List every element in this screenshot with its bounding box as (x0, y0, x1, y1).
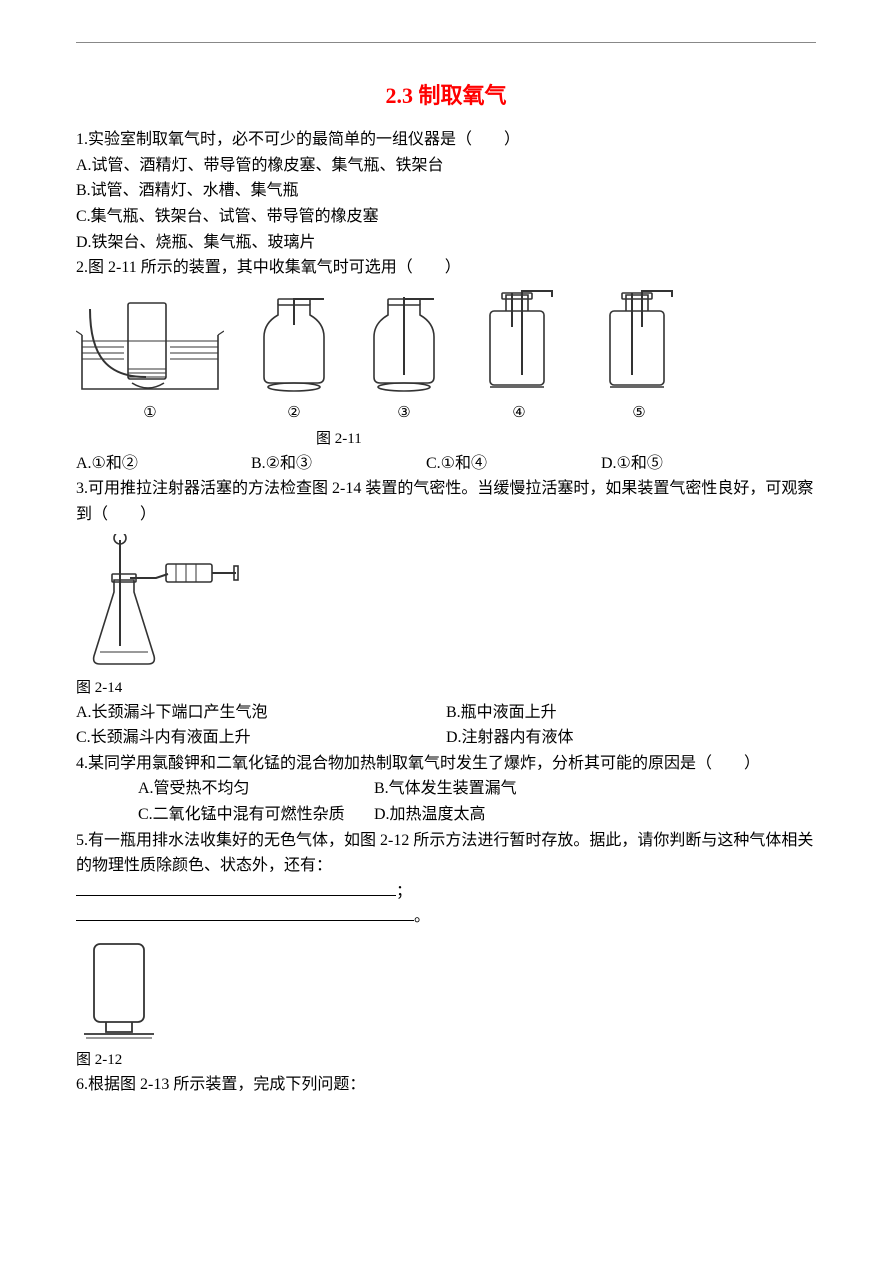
fig-label-5: ⑤ (632, 401, 645, 425)
q1-opt-d: D.铁架台、烧瓶、集气瓶、玻璃片 (76, 230, 816, 256)
q5-blank-line-1: ； (76, 879, 816, 905)
figure-2-14 (76, 534, 816, 674)
q2-stem: 2.图 2-11 所示的装置，其中收集氧气时可选用（ ） (76, 255, 816, 281)
q2-opt-b: B.②和③ (251, 451, 426, 477)
blank-2 (76, 907, 414, 921)
figure-2-11: ① ② (76, 287, 816, 425)
fig-label-1: ① (143, 401, 156, 425)
apparatus-wash-bottle-a-icon (474, 287, 564, 397)
fig-2-11-item-5: ⑤ (594, 287, 684, 425)
apparatus-upward-bottle-short-icon (254, 297, 334, 397)
apparatus-flask-syringe-icon (76, 534, 246, 674)
q2-opt-a: A.①和② (76, 451, 251, 477)
q3-opt-c: C.长颈漏斗内有液面上升 (76, 725, 446, 751)
figure-2-12 (76, 936, 816, 1046)
fig-label-2: ② (287, 401, 300, 425)
q4-opts-row1: A.管受热不均匀 B.气体发生装置漏气 (76, 776, 816, 802)
apparatus-water-collection-icon (76, 297, 224, 397)
q3-opt-a: A.长颈漏斗下端口产生气泡 (76, 700, 446, 726)
blank-sep: ； (396, 883, 412, 900)
q3-stem: 3.可用推拉注射器活塞的方法检查图 2-14 装置的气密性。当缓慢拉活塞时，如果… (76, 476, 816, 527)
q2-opt-c: C.①和④ (426, 451, 601, 477)
apparatus-upward-bottle-long-icon (364, 297, 444, 397)
page-title: 2.3 制取氧气 (76, 78, 816, 113)
q1-opt-b: B.试管、酒精灯、水槽、集气瓶 (76, 178, 816, 204)
fig-2-12-caption: 图 2-12 (76, 1048, 816, 1072)
q5-stem: 5.有一瓶用排水法收集好的无色气体，如图 2-12 所示方法进行暂时存放。据此，… (76, 828, 816, 879)
q6-stem: 6.根据图 2-13 所示装置，完成下列问题： (76, 1072, 816, 1098)
fig-2-11-item-3: ③ (364, 297, 444, 425)
blank-end: 。 (414, 908, 430, 925)
q3-opt-b: B.瓶中液面上升 (446, 700, 557, 726)
blank-1 (76, 882, 396, 896)
q1-opt-c: C.集气瓶、铁架台、试管、带导管的橡皮塞 (76, 204, 816, 230)
q1-opt-a: A.试管、酒精灯、带导管的橡皮塞、集气瓶、铁架台 (76, 153, 816, 179)
fig-2-11-item-4: ④ (474, 287, 564, 425)
fig-2-14-caption: 图 2-14 (76, 676, 816, 700)
q2-options: A.①和② B.②和③ C.①和④ D.①和⑤ (76, 451, 816, 477)
q4-opt-b: B.气体发生装置漏气 (374, 776, 610, 802)
fig-2-11-caption: 图 2-11 (76, 427, 816, 451)
page-top-rule (76, 42, 816, 43)
fig-2-11-item-2: ② (254, 297, 334, 425)
q5-blank-line-2: 。 (76, 904, 816, 930)
apparatus-inverted-bottle-icon (76, 936, 166, 1046)
fig-2-11-item-1: ① (76, 297, 224, 425)
q3-opts-row2: C.长颈漏斗内有液面上升 D.注射器内有液体 (76, 725, 816, 751)
q4-opt-c: C.二氧化锰中混有可燃性杂质 (138, 802, 374, 828)
fig-label-4: ④ (512, 401, 525, 425)
q4-opt-a: A.管受热不均匀 (138, 776, 374, 802)
q2-opt-d: D.①和⑤ (601, 451, 776, 477)
q4-stem: 4.某同学用氯酸钾和二氧化锰的混合物加热制取氧气时发生了爆炸，分析其可能的原因是… (76, 751, 816, 777)
fig-label-3: ③ (397, 401, 410, 425)
q3-opts-row1: A.长颈漏斗下端口产生气泡 B.瓶中液面上升 (76, 700, 816, 726)
q4-opt-d: D.加热温度太高 (374, 802, 610, 828)
apparatus-wash-bottle-b-icon (594, 287, 684, 397)
q4-opts-row2: C.二氧化锰中混有可燃性杂质 D.加热温度太高 (76, 802, 816, 828)
q1-stem: 1.实验室制取氧气时，必不可少的最简单的一组仪器是（ ） (76, 127, 816, 153)
q3-opt-d: D.注射器内有液体 (446, 725, 574, 751)
